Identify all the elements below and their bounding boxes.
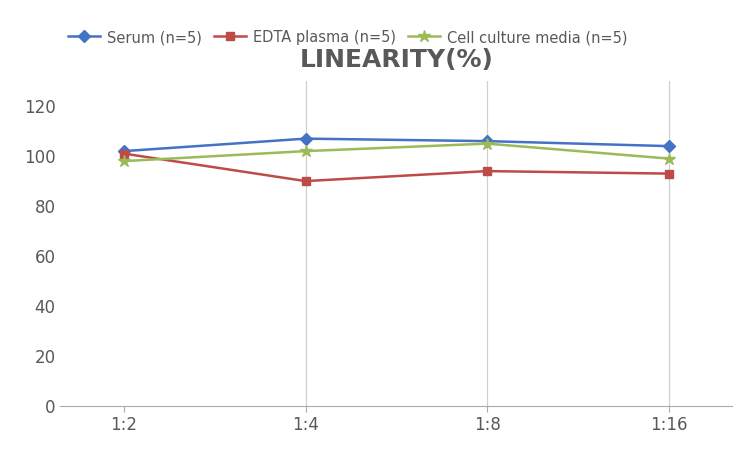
EDTA plasma (n=5)	[119, 151, 128, 156]
Serum (n=5)	[119, 148, 128, 154]
Serum (n=5)	[301, 136, 310, 141]
Line: EDTA plasma (n=5): EDTA plasma (n=5)	[120, 149, 673, 185]
Line: Serum (n=5): Serum (n=5)	[120, 134, 673, 155]
Title: LINEARITY(%): LINEARITY(%)	[300, 48, 493, 72]
Legend: Serum (n=5), EDTA plasma (n=5), Cell culture media (n=5): Serum (n=5), EDTA plasma (n=5), Cell cul…	[68, 30, 627, 45]
EDTA plasma (n=5)	[664, 171, 673, 176]
Cell culture media (n=5)	[664, 156, 673, 161]
Cell culture media (n=5)	[119, 158, 128, 164]
EDTA plasma (n=5)	[301, 179, 310, 184]
Cell culture media (n=5)	[482, 141, 492, 146]
Line: Cell culture media (n=5): Cell culture media (n=5)	[118, 138, 675, 167]
Serum (n=5)	[664, 143, 673, 149]
EDTA plasma (n=5)	[482, 168, 492, 174]
Cell culture media (n=5)	[301, 148, 310, 154]
Serum (n=5)	[482, 138, 492, 144]
